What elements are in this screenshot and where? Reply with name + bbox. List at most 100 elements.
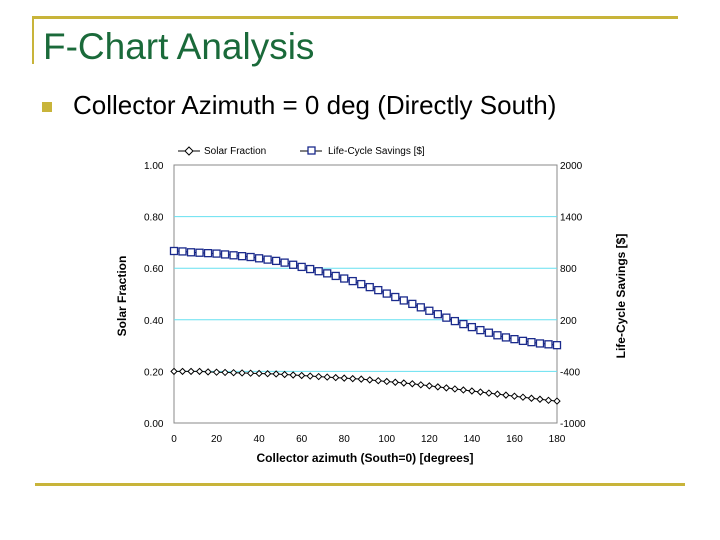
- x-tick-label: 20: [211, 434, 223, 445]
- legend-label-solar-fraction: Solar Fraction: [204, 146, 266, 157]
- data-point-life-cycle-savings: [271, 256, 281, 266]
- data-point-life-cycle-savings: [374, 285, 383, 295]
- y-tick-label: 1.00: [144, 161, 164, 172]
- data-point-solar-fraction: [400, 379, 408, 387]
- top-rule: [32, 16, 678, 19]
- data-point-solar-fraction: [510, 392, 519, 400]
- data-point-solar-fraction: [502, 391, 510, 399]
- grid-lines: [174, 216, 557, 372]
- data-point-solar-fraction: [238, 369, 246, 377]
- data-point-solar-fraction: [349, 374, 357, 383]
- x-tick-label: 0: [171, 434, 177, 445]
- y2-tick-label: -400: [560, 367, 580, 378]
- data-point-solar-fraction: [314, 372, 323, 381]
- y2-tick-label: 200: [560, 316, 577, 327]
- data-point-life-cycle-savings: [501, 333, 511, 342]
- data-point-life-cycle-savings: [416, 303, 425, 312]
- data-point-life-cycle-savings: [314, 267, 323, 276]
- bottom-rule: [35, 483, 685, 486]
- series-line-solar-fraction: [174, 370, 558, 402]
- data-point-life-cycle-savings: [476, 325, 485, 335]
- data-point-solar-fraction: [519, 393, 527, 401]
- data-point-life-cycle-savings: [229, 251, 238, 260]
- legend-square-icon: [307, 146, 316, 155]
- data-point-life-cycle-savings: [467, 322, 477, 332]
- y-tick-labels: 0.00 0.20 0.40 0.60 0.80 1.00: [144, 161, 164, 430]
- legend-label-life-cycle-savings: Life-Cycle Savings [$]: [328, 146, 425, 157]
- data-point-solar-fraction: [297, 371, 306, 380]
- data-point-life-cycle-savings: [306, 264, 315, 274]
- x-tick-label: 140: [464, 434, 481, 445]
- data-point-solar-fraction: [366, 376, 374, 384]
- data-point-solar-fraction: [493, 390, 502, 398]
- data-point-life-cycle-savings: [527, 338, 536, 347]
- plot-area: [173, 164, 558, 424]
- y2-tick-label: 2000: [560, 161, 583, 172]
- data-point-solar-fraction: [476, 388, 485, 396]
- data-point-solar-fraction: [434, 383, 442, 391]
- data-point-life-cycle-savings: [425, 306, 434, 315]
- data-point-life-cycle-savings: [459, 319, 468, 329]
- data-point-solar-fraction: [212, 368, 221, 376]
- data-point-solar-fraction: [187, 367, 195, 376]
- data-point-life-cycle-savings: [331, 271, 340, 281]
- data-point-solar-fraction: [374, 376, 382, 385]
- data-point-life-cycle-savings: [433, 310, 442, 319]
- data-point-life-cycle-savings: [450, 316, 460, 326]
- data-point-solar-fraction: [306, 372, 314, 380]
- x-tick-label: 180: [549, 434, 566, 445]
- data-point-life-cycle-savings: [323, 269, 332, 278]
- data-point-life-cycle-savings: [365, 282, 374, 292]
- x-tick-label: 120: [421, 434, 438, 445]
- data-point-life-cycle-savings: [408, 299, 417, 309]
- data-point-solar-fraction: [459, 386, 468, 394]
- x-tick-label: 60: [296, 434, 308, 445]
- x-tick-labels: 0 20 40 60 80 100 120 140 160 180: [171, 434, 566, 445]
- y-axis-label: Solar Fraction: [115, 256, 129, 337]
- y-tick-label: 0.00: [144, 419, 164, 430]
- data-point-solar-fraction: [280, 370, 289, 379]
- data-point-solar-fraction: [383, 377, 391, 386]
- data-point-life-cycle-savings: [493, 331, 502, 340]
- data-point-life-cycle-savings: [484, 328, 494, 337]
- data-point-life-cycle-savings: [535, 339, 545, 348]
- data-point-solar-fraction: [246, 369, 255, 377]
- data-point-life-cycle-savings: [399, 296, 408, 305]
- data-point-solar-fraction: [442, 384, 451, 392]
- y-tick-label: 0.60: [144, 264, 164, 275]
- data-point-solar-fraction: [527, 394, 536, 402]
- x-tick-label: 40: [254, 434, 266, 445]
- data-point-solar-fraction: [536, 395, 544, 403]
- data-point-solar-fraction: [544, 396, 553, 405]
- y2-tick-labels: -1000 -400 200 800 1400 2000: [560, 161, 586, 430]
- data-point-solar-fraction: [391, 378, 399, 386]
- data-point-life-cycle-savings: [254, 254, 264, 263]
- data-point-life-cycle-savings: [263, 255, 272, 264]
- data-point-life-cycle-savings: [246, 252, 255, 262]
- data-point-life-cycle-savings: [442, 313, 451, 322]
- data-point-life-cycle-savings: [169, 246, 179, 256]
- y2-tick-label: 800: [560, 264, 577, 275]
- y2-tick-label: -1000: [560, 419, 586, 430]
- y2-axis-label: Life-Cycle Savings [$]: [614, 234, 628, 359]
- legend: Solar Fraction Life-Cycle Savings [$]: [178, 146, 425, 157]
- data-point-solar-fraction: [263, 370, 272, 378]
- data-point-solar-fraction: [255, 369, 263, 378]
- x-tick-label: 100: [378, 434, 395, 445]
- bullet-icon: [42, 102, 52, 112]
- data-point-life-cycle-savings: [195, 248, 204, 257]
- data-point-solar-fraction: [323, 373, 331, 381]
- x-tick-label: 80: [339, 434, 351, 445]
- data-point-solar-fraction: [195, 367, 204, 376]
- data-point-solar-fraction: [425, 382, 434, 390]
- data-point-life-cycle-savings: [297, 262, 306, 272]
- data-point-solar-fraction: [408, 380, 417, 388]
- y-tick-label: 0.40: [144, 316, 164, 327]
- series-line-life-cycle-savings: [173, 250, 558, 346]
- data-point-life-cycle-savings: [212, 249, 221, 258]
- data-point-life-cycle-savings: [237, 252, 247, 261]
- data-point-life-cycle-savings: [391, 292, 400, 302]
- data-point-life-cycle-savings: [382, 289, 391, 298]
- data-point-life-cycle-savings: [348, 276, 357, 286]
